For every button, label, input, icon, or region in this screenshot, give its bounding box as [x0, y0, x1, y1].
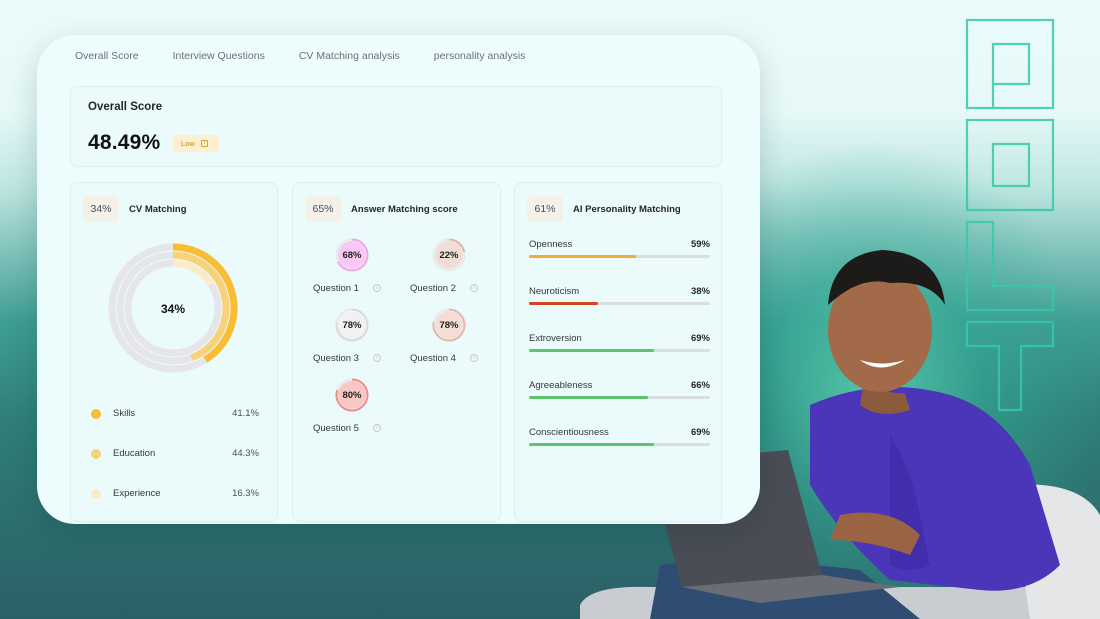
question-label: Question 3 — [313, 353, 359, 364]
score-ring-fill — [435, 241, 463, 269]
legend-value: 41.1% — [232, 408, 259, 419]
tab-bar: Overall Score Interview Questions CV Mat… — [75, 50, 559, 62]
donut-segment-skills — [172, 243, 238, 363]
question-label: Question 4 — [410, 353, 456, 364]
trait-label: Openness — [529, 239, 573, 250]
overall-score-value: 48.49% — [88, 131, 161, 154]
trait-bar-fill — [529, 255, 636, 258]
overall-score-label: Overall Score — [88, 101, 163, 113]
info-icon[interactable]: i — [373, 284, 381, 292]
score-ring-fill — [338, 241, 366, 269]
trait-label: Neuroticism — [529, 286, 580, 297]
trait-value: 69% — [690, 333, 710, 344]
trait-bar-fill — [529, 396, 649, 399]
question-label: Question 1 — [313, 283, 359, 294]
trait-conscientiousness: Conscientiousness 69% — [529, 427, 710, 449]
donut-segment-education — [172, 251, 230, 361]
question-score-value: 80% — [342, 389, 362, 401]
trait-bar-track — [529, 443, 710, 446]
score-ring-arc — [337, 238, 369, 272]
trait-value: 38% — [690, 286, 710, 297]
trait-bar-fill — [529, 443, 654, 446]
score-ring — [432, 308, 466, 342]
tab-personality-analysis[interactable]: personality analysis — [433, 50, 526, 62]
cv-matching-panel: 34% CV Matching 34% Skills 41.1% Educati… — [70, 182, 278, 522]
overall-score-panel: Overall Score 48.49% Low i — [70, 86, 722, 167]
score-ring — [335, 308, 369, 342]
personality-panel: 61% AI Personality Matching Openness 59%… — [514, 182, 722, 522]
question-score-value: 78% — [439, 319, 459, 331]
trait-label: Agreeableness — [529, 380, 593, 391]
trait-label: Extroversion — [529, 333, 582, 344]
score-ring-arc — [448, 238, 466, 253]
trait-extroversion: Extroversion 69% — [529, 333, 710, 355]
trait-label: Conscientiousness — [529, 427, 609, 438]
score-ring-arc — [432, 308, 466, 342]
donut-segment-experience — [172, 259, 215, 287]
status-badge-label: Low — [181, 139, 195, 148]
tab-overall-score[interactable]: Overall Score — [75, 50, 139, 62]
trait-openness: Openness 59% — [529, 239, 710, 261]
legend-label: Experience — [113, 488, 161, 499]
info-icon[interactable]: i — [470, 284, 478, 292]
trait-bar-track — [529, 302, 710, 305]
legend-item-experience: Experience 16.3% — [91, 487, 259, 501]
legend-dot — [91, 409, 101, 419]
trait-value: 59% — [690, 239, 710, 250]
trait-neuroticism: Neuroticism 38% — [529, 286, 710, 308]
question-score-item[interactable]: 78% Question 3 i — [313, 308, 393, 368]
donut-center-label: 34% — [161, 302, 185, 316]
question-score-value: 22% — [439, 249, 459, 261]
cv-matching-title: CV Matching — [129, 204, 187, 215]
answer-matching-panel: 65% Answer Matching score 68% Question 1… — [292, 182, 501, 522]
legend-value: 44.3% — [232, 448, 259, 459]
tab-cv-matching-analysis[interactable]: CV Matching analysis — [298, 50, 400, 62]
trait-value: 69% — [690, 427, 710, 438]
info-icon[interactable]: i — [373, 424, 381, 432]
question-label: Question 5 — [313, 423, 359, 434]
legend-label: Skills — [113, 408, 136, 419]
trait-bar-track — [529, 349, 710, 352]
trait-bar-track — [529, 396, 710, 399]
question-score-item[interactable]: 68% Question 1 i — [313, 238, 393, 298]
trait-agreeableness: Agreeableness 66% — [529, 380, 710, 402]
answer-matching-title: Answer Matching score — [351, 204, 458, 215]
score-ring-fill — [435, 311, 463, 339]
personality-title: AI Personality Matching — [573, 204, 681, 215]
score-ring-arc — [335, 308, 369, 342]
legend-dot — [91, 449, 101, 459]
background-brand-outline — [965, 18, 1055, 412]
legend-dot — [91, 489, 101, 499]
question-score-value: 68% — [342, 249, 362, 261]
personality-percent: 61% — [527, 196, 563, 222]
status-badge: Low i — [173, 135, 219, 152]
dashboard-card: Overall Score Interview Questions CV Mat… — [37, 35, 760, 524]
legend-value: 16.3% — [232, 488, 259, 499]
cv-matching-percent: 34% — [83, 196, 119, 222]
trait-value: 66% — [690, 380, 710, 391]
cv-matching-donut-chart: 34% — [108, 243, 238, 373]
info-icon[interactable]: i — [200, 140, 208, 147]
question-label: Question 2 — [410, 283, 456, 294]
tab-interview-questions[interactable]: Interview Questions — [172, 50, 265, 62]
score-ring — [335, 378, 369, 412]
answer-matching-percent: 65% — [305, 196, 341, 222]
question-score-item[interactable]: 22% Question 2 i — [410, 238, 490, 298]
legend-item-education: Education 44.3% — [91, 447, 259, 461]
question-score-value: 78% — [342, 319, 362, 331]
question-score-item[interactable]: 78% Question 4 i — [410, 308, 490, 368]
score-ring — [432, 238, 466, 272]
score-ring-fill — [338, 311, 366, 339]
question-score-item[interactable]: 80% Question 5 i — [313, 378, 393, 438]
trait-bar-track — [529, 255, 710, 258]
score-ring-fill — [338, 381, 366, 409]
info-icon[interactable]: i — [470, 354, 478, 362]
score-ring — [335, 238, 369, 272]
trait-bar-fill — [529, 302, 598, 305]
legend-item-skills: Skills 41.1% — [91, 407, 259, 421]
trait-bar-fill — [529, 349, 654, 352]
legend-label: Education — [113, 448, 156, 459]
score-ring-arc — [335, 378, 369, 412]
info-icon[interactable]: i — [373, 354, 381, 362]
